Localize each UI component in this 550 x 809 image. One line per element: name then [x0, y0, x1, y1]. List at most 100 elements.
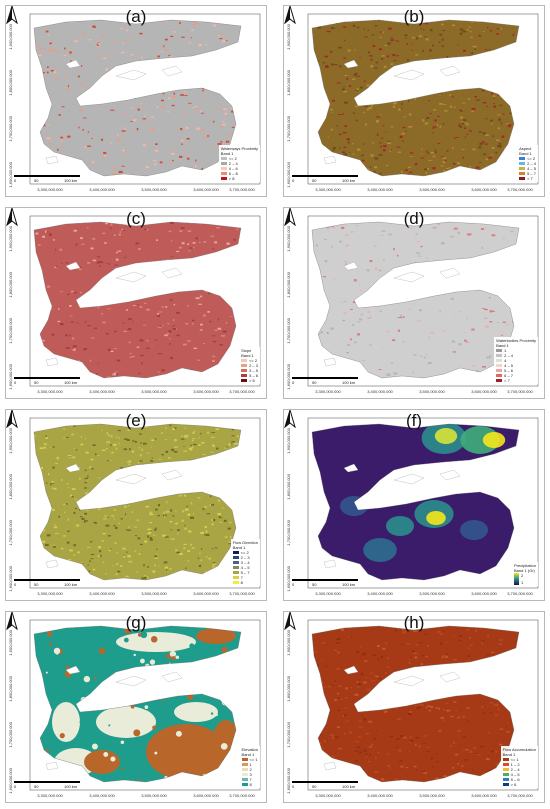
raster-texture [144, 540, 147, 543]
raster-texture [39, 551, 43, 553]
raster-texture [390, 39, 395, 41]
raster-texture [72, 345, 77, 348]
raster-texture [204, 525, 207, 529]
raster-texture [364, 105, 369, 107]
raster-texture [486, 757, 490, 760]
raster-texture [446, 150, 449, 152]
raster-texture [123, 330, 127, 332]
raster-texture [429, 112, 433, 114]
raster-texture [211, 436, 215, 438]
raster-texture [111, 173, 116, 176]
raster-texture [36, 510, 39, 512]
raster-texture [143, 302, 147, 305]
raster-texture [387, 42, 391, 45]
raster-texture [70, 60, 72, 63]
water-body [161, 267, 183, 279]
raster-texture [382, 647, 386, 650]
legend-entry: 2 – 4 [519, 161, 536, 166]
map-frame [307, 619, 539, 791]
raster-texture [449, 715, 454, 718]
raster-texture [225, 140, 230, 143]
raster-texture [489, 355, 492, 358]
raster-texture [149, 537, 153, 539]
legend-entry: 3 – 4 [232, 560, 258, 565]
raster-texture [432, 132, 434, 134]
raster-texture [395, 299, 399, 301]
raster-texture [416, 769, 418, 772]
raster-texture [170, 284, 174, 285]
raster-texture [113, 40, 117, 43]
raster-texture [128, 460, 132, 462]
raster-texture [168, 457, 171, 459]
raster-texture [141, 56, 143, 59]
raster-texture [146, 228, 149, 231]
raster-texture [364, 652, 367, 655]
elevation-patch [140, 658, 145, 664]
raster-texture [192, 513, 195, 515]
raster-texture [408, 92, 412, 94]
legend-entry: 1 [241, 762, 258, 767]
raster-texture [176, 551, 180, 554]
raster-texture [61, 478, 63, 482]
raster-texture [220, 141, 223, 143]
raster-texture [175, 282, 180, 284]
raster-texture [236, 435, 239, 438]
raster-texture [326, 30, 331, 33]
raster-texture [456, 162, 460, 165]
raster-texture [365, 756, 367, 758]
raster-texture [499, 82, 503, 85]
x-tick-label: 3,700,000.000 [229, 187, 255, 192]
legend-label: 5 – 6 [510, 777, 520, 782]
raster-texture [155, 527, 157, 530]
raster-texture [336, 726, 341, 729]
water-body [343, 463, 359, 473]
raster-texture [171, 256, 174, 258]
elevation-patch [133, 653, 136, 657]
raster-texture [219, 288, 221, 290]
raster-texture [60, 136, 64, 139]
raster-texture [73, 554, 76, 556]
raster-texture [189, 272, 193, 275]
raster-texture [464, 687, 466, 688]
raster-texture [126, 551, 128, 553]
raster-texture [428, 100, 431, 102]
water-body [343, 59, 359, 69]
raster-texture [120, 27, 123, 29]
legend-entry: > 6 [502, 782, 536, 787]
raster-texture [401, 132, 405, 135]
raster-texture [405, 130, 407, 132]
raster-texture [451, 668, 455, 670]
raster-texture [449, 105, 453, 108]
raster-texture [387, 294, 390, 296]
raster-texture [166, 568, 168, 571]
raster-texture [225, 322, 228, 324]
raster-texture [458, 343, 462, 346]
raster-texture [161, 324, 164, 327]
legend-label: <= 1 [249, 757, 258, 762]
raster-texture [138, 372, 141, 374]
raster-texture [396, 718, 401, 720]
raster-texture [46, 66, 49, 68]
raster-texture [141, 577, 145, 580]
scale-bar: 0 50 100 km [292, 579, 362, 587]
raster-texture [78, 466, 80, 469]
raster-texture [362, 360, 365, 361]
raster-texture [378, 369, 382, 370]
raster-texture [169, 424, 171, 427]
raster-texture [444, 655, 448, 658]
raster-texture [320, 658, 323, 660]
raster-texture [106, 460, 110, 462]
raster-texture [63, 428, 66, 430]
raster-texture [221, 335, 226, 337]
raster-texture [384, 44, 388, 47]
raster-texture [334, 171, 337, 174]
raster-texture [190, 444, 192, 447]
raster-texture [406, 43, 409, 45]
raster-texture [109, 285, 112, 287]
raster-texture [495, 763, 500, 766]
raster-texture [357, 685, 360, 688]
raster-texture [399, 65, 402, 68]
raster-texture [217, 499, 220, 501]
raster-texture [170, 152, 175, 155]
raster-texture [212, 565, 215, 568]
